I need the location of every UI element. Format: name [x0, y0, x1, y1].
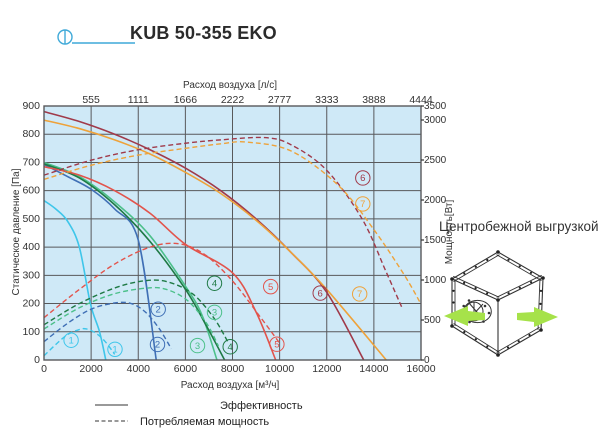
svg-text:Эффективность: Эффективность: [220, 400, 303, 412]
svg-text:Потребляемая мощность: Потребляемая мощность: [140, 416, 269, 428]
